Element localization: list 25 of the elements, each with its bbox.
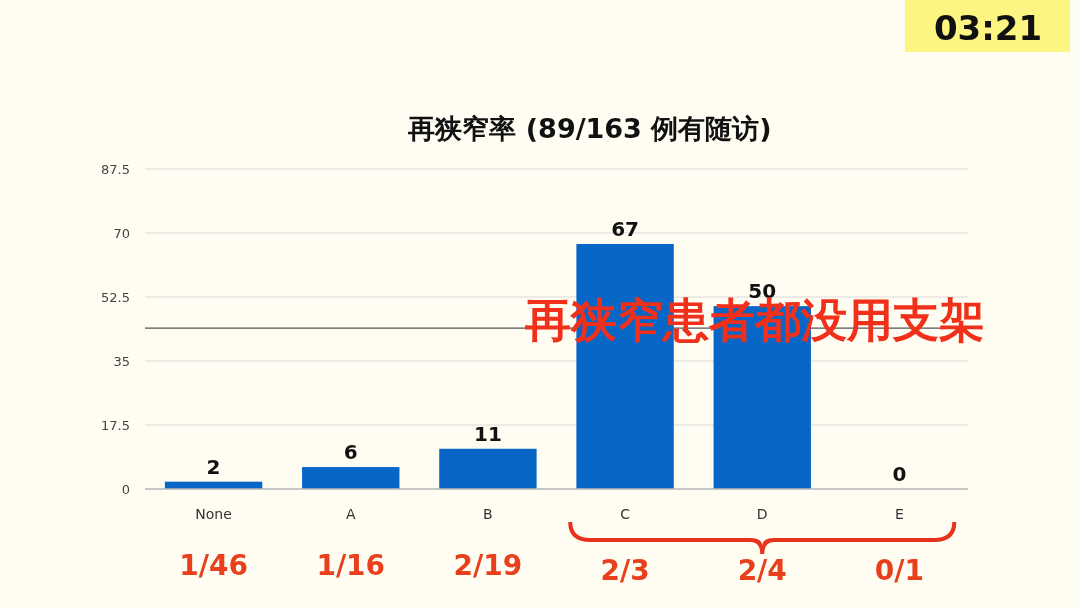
y-tick-label: 17.5 [101, 418, 130, 433]
x-tick-label: B [483, 506, 493, 522]
x-tick-label: A [345, 506, 356, 522]
y-tick-label: 35 [113, 354, 130, 369]
text: 2/19 [453, 549, 523, 582]
data-label: 67 [611, 216, 640, 241]
text: 1/16 [316, 549, 386, 582]
text: 03:21 [933, 8, 1043, 48]
data-label: 2 [206, 454, 221, 479]
x-tick-label: D [756, 506, 768, 522]
y-tick-label: 0 [121, 482, 130, 497]
text: 2/3 [600, 554, 650, 587]
y-tick-label: 87.5 [101, 162, 130, 177]
x-tick-label: C [620, 506, 631, 522]
data-label: 11 [473, 421, 502, 446]
text: 0/1 [874, 554, 925, 587]
x-tick-label: E [894, 506, 904, 522]
text: 2/4 [737, 554, 787, 587]
y-tick-label: 52.5 [101, 290, 130, 305]
chart-title: 再狭窄率 (89/163 例有随访) [407, 113, 772, 144]
text: 1/46 [179, 549, 248, 582]
x-tick-label: None [195, 506, 232, 522]
y-tick-label: 70 [113, 226, 130, 241]
data-label: 6 [343, 440, 358, 465]
data-label: 0 [892, 462, 907, 486]
